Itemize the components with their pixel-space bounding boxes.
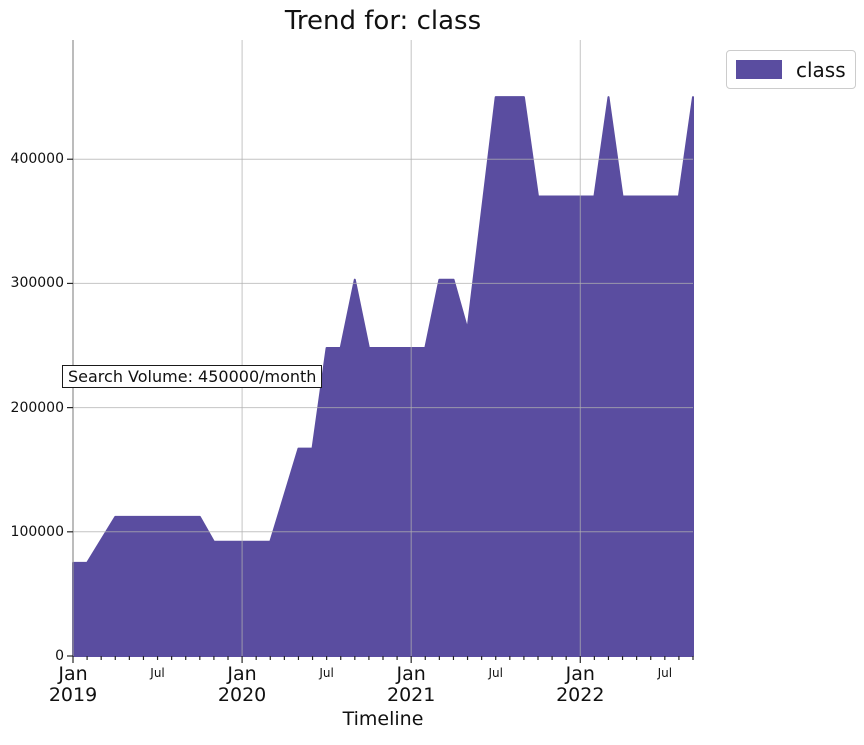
annotation-box: Search Volume: 450000/month [62, 365, 323, 388]
annotation-text: Search Volume: 450000/month [68, 367, 317, 386]
x-tick-month: Jan [565, 663, 595, 685]
x-minor-tick-label: Jul [319, 666, 334, 680]
x-minor-tick-label: Jul [150, 666, 165, 680]
y-tick-label: 200000 [10, 399, 64, 416]
x-tick-year: 2022 [556, 684, 605, 706]
area-series-class [72, 96, 694, 657]
x-tick-month: Jan [58, 663, 88, 685]
x-tick-year: 2021 [386, 684, 436, 706]
x-major-tick-label: Jan 2022 [535, 664, 625, 706]
x-minor-tick-label: Jul [657, 666, 673, 680]
y-tick-label: 100000 [10, 523, 64, 540]
x-tick-year: 2019 [48, 684, 98, 706]
y-tick-label: 400000 [10, 151, 64, 168]
legend-label-class: class [796, 57, 846, 82]
x-major-tick-label: Jan 2019 [28, 664, 118, 706]
x-tick-month: Jan [396, 663, 426, 685]
x-tick-year: 2020 [217, 684, 267, 706]
x-major-tick-label: Jan 2020 [197, 664, 287, 706]
legend: class [726, 50, 856, 89]
x-major-tick-label: Jan 2021 [366, 664, 456, 706]
x-tick-month: Jan [227, 663, 257, 685]
y-tick-label: 0 [55, 648, 64, 664]
x-minor-tick-label: Jul [488, 666, 503, 680]
chart-title: Trend for: class [284, 6, 482, 36]
legend-swatch-class [736, 60, 782, 79]
x-axis-title: Timeline [342, 708, 424, 730]
y-tick-label: 300000 [10, 275, 64, 292]
